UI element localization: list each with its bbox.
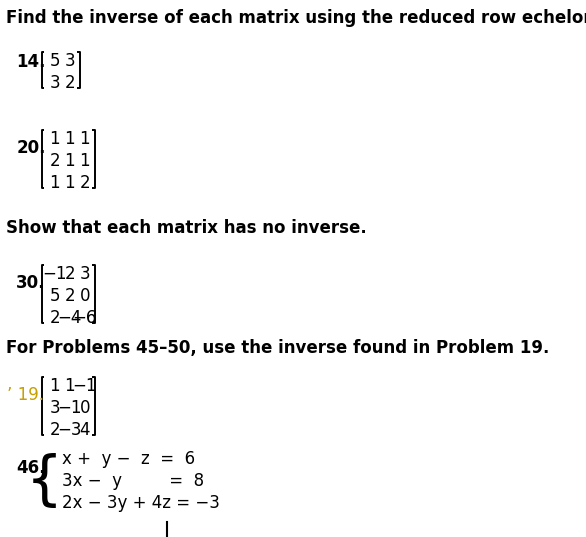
Text: 3x −  y         =  8: 3x − y = 8 bbox=[62, 472, 205, 490]
Text: 1: 1 bbox=[80, 130, 90, 148]
Text: 1: 1 bbox=[49, 174, 60, 192]
Text: 1: 1 bbox=[49, 130, 60, 148]
Text: 2x − 3y + 4z = −3: 2x − 3y + 4z = −3 bbox=[62, 494, 220, 512]
Text: −3: −3 bbox=[57, 421, 82, 439]
Text: 4: 4 bbox=[80, 421, 90, 439]
Text: x +  y −  z  =  6: x + y − z = 6 bbox=[62, 450, 195, 468]
Text: 3: 3 bbox=[49, 399, 60, 417]
Text: 5: 5 bbox=[49, 52, 60, 70]
Text: For Problems 45–50, use the inverse found in Problem 19.: For Problems 45–50, use the inverse foun… bbox=[6, 339, 549, 357]
Text: Find the inverse of each matrix using the reduced row echelon technique.: Find the inverse of each matrix using th… bbox=[6, 9, 586, 27]
Text: 1: 1 bbox=[64, 377, 75, 395]
Text: 2: 2 bbox=[49, 152, 60, 170]
Text: {: { bbox=[26, 453, 63, 510]
Text: 5: 5 bbox=[49, 287, 60, 305]
Text: −4: −4 bbox=[57, 309, 82, 327]
Text: Show that each matrix has no inverse.: Show that each matrix has no inverse. bbox=[6, 219, 366, 237]
Text: −6: −6 bbox=[73, 309, 97, 327]
Text: 2: 2 bbox=[64, 265, 75, 283]
Text: 2: 2 bbox=[64, 287, 75, 305]
Text: 3: 3 bbox=[64, 52, 75, 70]
Text: 3: 3 bbox=[49, 74, 60, 92]
Text: −1: −1 bbox=[43, 265, 67, 283]
Text: 1: 1 bbox=[64, 174, 75, 192]
Text: 2: 2 bbox=[49, 309, 60, 327]
Text: ’ 19.: ’ 19. bbox=[7, 386, 44, 404]
Text: 1: 1 bbox=[49, 377, 60, 395]
Text: −1: −1 bbox=[57, 399, 82, 417]
Text: 30.: 30. bbox=[16, 274, 46, 292]
Text: 0: 0 bbox=[80, 287, 90, 305]
Text: 20.: 20. bbox=[16, 139, 46, 157]
Text: 0: 0 bbox=[80, 399, 90, 417]
Text: 14.: 14. bbox=[16, 53, 46, 71]
Text: 2: 2 bbox=[80, 174, 90, 192]
Text: 1: 1 bbox=[64, 152, 75, 170]
Text: 3: 3 bbox=[80, 265, 90, 283]
Text: 46.: 46. bbox=[16, 459, 46, 477]
Text: 2: 2 bbox=[49, 421, 60, 439]
Text: 2: 2 bbox=[64, 74, 75, 92]
Text: 1: 1 bbox=[64, 130, 75, 148]
Text: 1: 1 bbox=[80, 152, 90, 170]
Text: −1: −1 bbox=[73, 377, 97, 395]
